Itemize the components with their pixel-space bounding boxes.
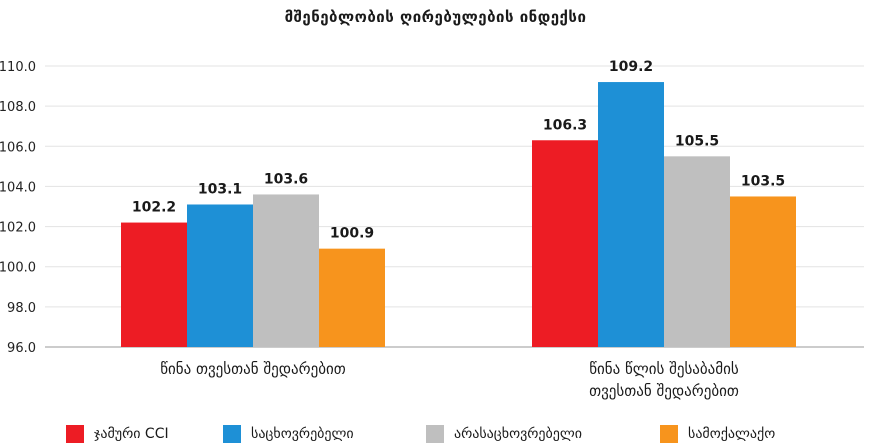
legend: ჯამური CCI საცხოვრებელი არასაცხოვრებელი სამ… (0, 425, 871, 445)
y-tick-label: 102.0 (0, 221, 36, 236)
data-label: 103.5 (741, 173, 785, 189)
bar-chart: 96.0 98.0 100.0 102.0 104.0 106.0 108.0 110.0 1… (0, 59, 864, 400)
bars (121, 82, 796, 348)
x-category-label: წინა თვესთან შედარებით (160, 360, 346, 378)
data-label: 106.3 (543, 117, 587, 133)
bar (187, 204, 253, 347)
y-tick-label: 100.0 (0, 261, 36, 276)
data-label: 103.6 (264, 171, 308, 187)
bar (319, 248, 385, 347)
legend-swatch (223, 425, 241, 443)
bar (253, 194, 319, 347)
data-label: 105.5 (675, 133, 719, 149)
bar (598, 82, 664, 348)
y-tick-label: 96.0 (7, 341, 36, 356)
data-label: 109.2 (609, 59, 653, 75)
y-tick-label: 108.0 (0, 100, 36, 115)
legend-label: არასაცხოვრებელი (454, 426, 583, 442)
legend-label: საცხოვრებელი (251, 426, 354, 442)
y-axis: 96.0 98.0 100.0 102.0 104.0 106.0 108.0 110.0 (0, 60, 36, 356)
y-tick-label: 98.0 (7, 301, 36, 316)
legend-item: სამოქალაქო (660, 425, 775, 443)
legend-swatch (660, 425, 678, 443)
data-labels: 102.2 103.1 103.6 100.9 106.3 109.2 105.5 103.5 (132, 59, 785, 242)
y-tick-label: 106.0 (0, 140, 36, 155)
bar (121, 222, 187, 347)
bar (532, 140, 598, 347)
chart-title: მშენებლობის ღირებულების ინდექსი (284, 8, 587, 26)
legend-item: ჯამური CCI (66, 425, 169, 443)
y-tick-label: 110.0 (0, 60, 36, 75)
data-label: 103.1 (198, 181, 242, 197)
legend-swatch (426, 425, 444, 443)
data-label: 102.2 (132, 200, 176, 216)
x-axis: წინა თვესთან შედარებით წინა წლის შესაბამი… (160, 360, 739, 400)
legend-swatch (66, 425, 84, 443)
data-label: 100.9 (330, 226, 374, 242)
legend-label: სამოქალაქო (688, 426, 776, 442)
legend-item: საცხოვრებელი (223, 425, 354, 443)
x-category-label: წინა წლის შესაბამის თვესთან შედარებით (589, 360, 739, 400)
bar (730, 196, 796, 347)
legend-label: ჯამური CCI (94, 426, 169, 442)
y-tick-label: 104.0 (0, 180, 36, 195)
legend-item: არასაცხოვრებელი (426, 425, 582, 443)
bar (664, 156, 730, 347)
